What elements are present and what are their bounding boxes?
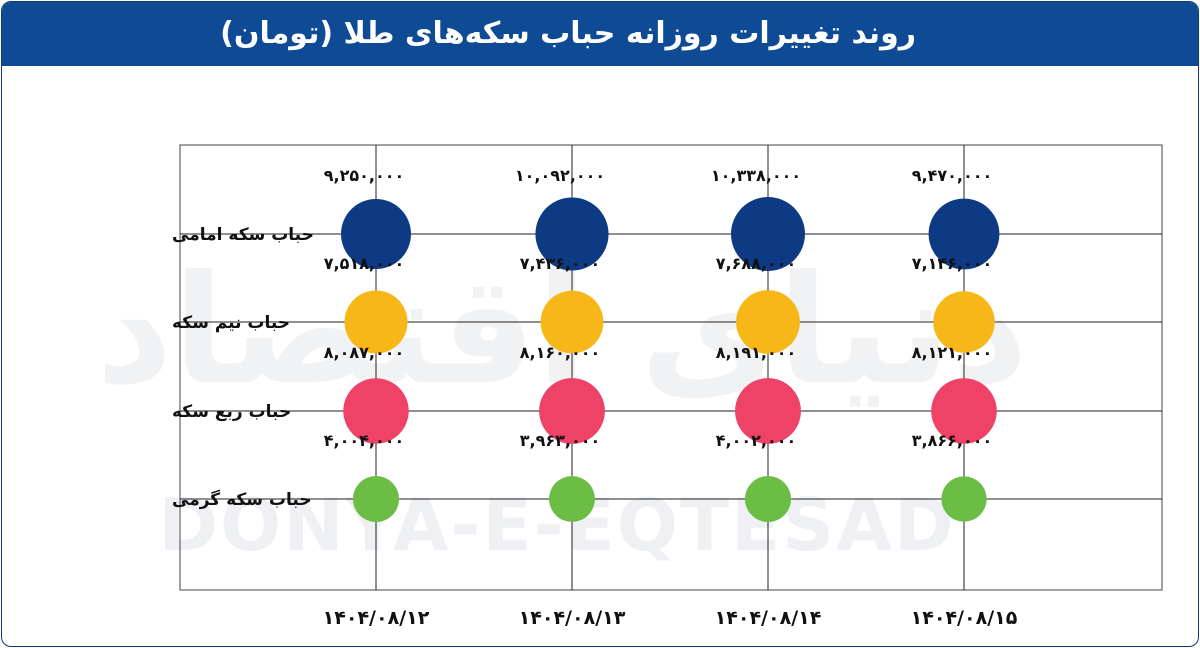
- bubble: [731, 197, 805, 271]
- chart-title: روند تغییرات روزانه حباب سکه‌های طلا (تو…: [220, 16, 916, 51]
- data-label: ۷,۶۸۸,۰۰۰: [716, 254, 797, 273]
- row-label: حباب سکه گرمی: [172, 489, 312, 510]
- data-label: ۳,۸۶۶,۰۰۰: [912, 431, 993, 450]
- data-label: ۸,۱۹۱,۰۰۰: [716, 343, 797, 362]
- data-label: ۸,۱۶۰,۰۰۰: [520, 343, 601, 362]
- bubble: [736, 290, 800, 354]
- bubbles: [341, 197, 1000, 523]
- data-label: ۷,۵۱۸,۰۰۰: [324, 254, 405, 273]
- data-label: ۹,۲۵۰,۰۰۰: [324, 166, 405, 185]
- bubble: [931, 378, 997, 444]
- plot-area-border: [179, 144, 1163, 591]
- bubble: [549, 476, 595, 522]
- data-label: ۳,۹۶۳,۰۰۰: [520, 431, 601, 450]
- x-tick-label: ۱۴۰۴/۰۸/۱۳: [519, 607, 626, 629]
- x-tick-label: ۱۴۰۴/۰۸/۱۴: [715, 607, 822, 629]
- bubble: [535, 197, 609, 271]
- x-tick-labels: ۱۴۰۴/۰۸/۱۲ ۱۴۰۴/۰۸/۱۳ ۱۴۰۴/۰۸/۱۴ ۱۴۰۴/۰۸/۱۵: [323, 607, 1018, 629]
- data-label: ۱۰,۰۹۲,۰۰۰: [515, 166, 605, 185]
- row-labels: حباب سکه امامی حباب نیم سکه حباب ربع سکه حب…: [172, 225, 314, 510]
- data-label: ۸,۱۲۱,۰۰۰: [912, 343, 993, 362]
- bubble: [933, 291, 995, 353]
- bubble: [343, 378, 409, 444]
- bubble: [539, 378, 605, 444]
- data-label: ۴,۰۰۴,۰۰۰: [324, 431, 405, 450]
- bubble: [540, 290, 604, 354]
- row-label: حباب سکه امامی: [172, 225, 314, 245]
- bubble: [344, 290, 408, 354]
- data-label: ۴,۰۰۲,۰۰۰: [716, 431, 797, 450]
- bubble: [735, 378, 801, 444]
- x-tick-label: ۱۴۰۴/۰۸/۱۲: [323, 607, 430, 629]
- data-labels: ۹,۲۵۰,۰۰۰ ۱۰,۰۹۲,۰۰۰ ۱۰,۳۳۸,۰۰۰ ۹,۴۷۰,۰۰۰ ۷,…: [324, 166, 993, 450]
- bubble: [928, 198, 1000, 270]
- bubble: [352, 475, 400, 523]
- bubble: [744, 475, 792, 523]
- data-label: ۱۰,۳۳۸,۰۰۰: [711, 166, 801, 185]
- row-label: حباب ربع سکه: [172, 402, 291, 422]
- data-label: ۸,۰۸۷,۰۰۰: [324, 343, 405, 362]
- data-label: ۷,۱۴۶,۰۰۰: [912, 254, 993, 273]
- data-label: ۷,۴۳۶,۰۰۰: [520, 254, 601, 273]
- row-label: حباب نیم سکه: [172, 313, 290, 333]
- bubble: [941, 476, 987, 522]
- bubble: [341, 199, 411, 269]
- data-label: ۹,۴۷۰,۰۰۰: [912, 166, 993, 185]
- x-tick-label: ۱۴۰۴/۰۸/۱۵: [911, 607, 1018, 629]
- title-bar: روند تغییرات روزانه حباب سکه‌های طلا (تو…: [2, 2, 1198, 66]
